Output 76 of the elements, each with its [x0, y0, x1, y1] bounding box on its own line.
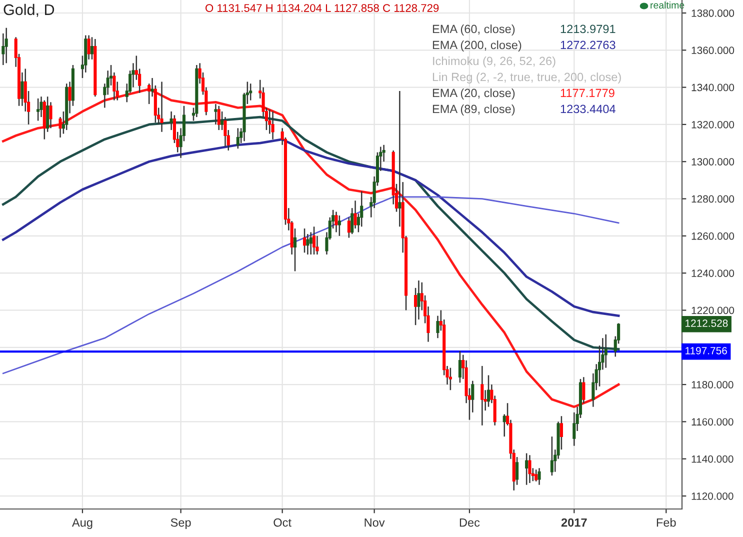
y-tick-label: 1300.000 [692, 158, 734, 166]
annotation: 1272.2763 [560, 40, 616, 50]
candlestick [236, 128, 240, 150]
candlestick [480, 365, 484, 426]
ref-line-label: 1197.756 [686, 346, 727, 354]
candlestick [312, 226, 316, 256]
candlestick [448, 367, 452, 391]
candlestick [338, 214, 341, 237]
candlestick [46, 96, 50, 133]
x-tick-label: Oct [274, 518, 292, 527]
candlestick [68, 81, 72, 114]
candlestick [458, 350, 462, 384]
y-tick-label: 1380.000 [692, 10, 734, 17]
y-tick-label: 1360.000 [692, 46, 734, 54]
line-series [2, 196, 620, 374]
annotation: EMA (200, close) [432, 40, 522, 52]
candlestick [604, 334, 608, 368]
y-tick-label: 1260.000 [692, 232, 734, 240]
y-tick-label: 1140.000 [692, 455, 734, 463]
candlestick [347, 216, 350, 238]
annotation: O 1131.547 H 1134.204 L 1127.858 C 1128.729 [206, 4, 439, 12]
candlestick [36, 98, 40, 122]
candlestick [486, 374, 490, 408]
chart-title: Gold, D [4, 4, 54, 17]
candlestick [334, 211, 338, 233]
candlestick [271, 110, 274, 140]
text: 1212.528 [686, 320, 728, 327]
annotation: EMA (60, close) [432, 24, 515, 36]
candlestick [4, 27, 8, 64]
x-tick-label: Nov [364, 518, 385, 527]
y-tick-label: 1180.000 [692, 381, 734, 388]
line-series [2, 116, 620, 350]
candlestick [534, 468, 538, 482]
candlestick [538, 468, 541, 486]
candlestick [90, 36, 94, 60]
candlestick [217, 105, 220, 131]
y-tick-label: 1280.000 [692, 195, 734, 203]
y-tick-label: 1120.000 [692, 492, 734, 500]
candlestick [293, 228, 297, 272]
x-tick-label: Aug [72, 518, 92, 530]
candlestick [20, 72, 24, 107]
candlestick [528, 454, 532, 484]
y-tick-label: 1220.000 [692, 306, 734, 314]
y-tick-label: 1240.000 [692, 270, 734, 277]
candlestick [220, 110, 224, 131]
x-tick-label: 2017 [561, 518, 587, 527]
y-tick-label: 1160.000 [692, 418, 734, 426]
candlestick [40, 96, 43, 118]
annotation: 1177.1779 [560, 88, 614, 98]
x-tick-label: Sep [170, 518, 191, 530]
y-tick-label: 1320.000 [692, 120, 734, 128]
candlestick [354, 200, 357, 230]
candlestick [525, 452, 528, 486]
candlestick [516, 456, 519, 486]
candlestick [550, 436, 554, 476]
candlestick [502, 414, 506, 438]
annotation: EMA (20, close) [432, 88, 515, 100]
candlestick [582, 376, 586, 404]
annotation: 1233.4404 [560, 104, 616, 114]
x-tick-label: Dec [460, 518, 480, 527]
candlestick [249, 82, 252, 101]
annotation: 1213.9791 [560, 24, 616, 34]
candlestick [49, 102, 52, 129]
candlestick [170, 110, 173, 131]
annotation: Ichimoku (9, 26, 52, 26) [433, 56, 556, 68]
y-tick-label: 1340.000 [692, 84, 734, 92]
annotation: Lin Reg (2, -2, true, true, 200, close) [432, 72, 621, 84]
candlestick [306, 233, 310, 256]
annotation: EMA (89, close) [432, 104, 515, 116]
candlestick [150, 77, 154, 98]
candlestick [414, 287, 418, 326]
candlestick [160, 81, 164, 133]
candlestick [309, 232, 312, 256]
candlestick [560, 415, 563, 450]
x-tick-label: Feb [656, 518, 676, 527]
candlestick [302, 228, 306, 254]
